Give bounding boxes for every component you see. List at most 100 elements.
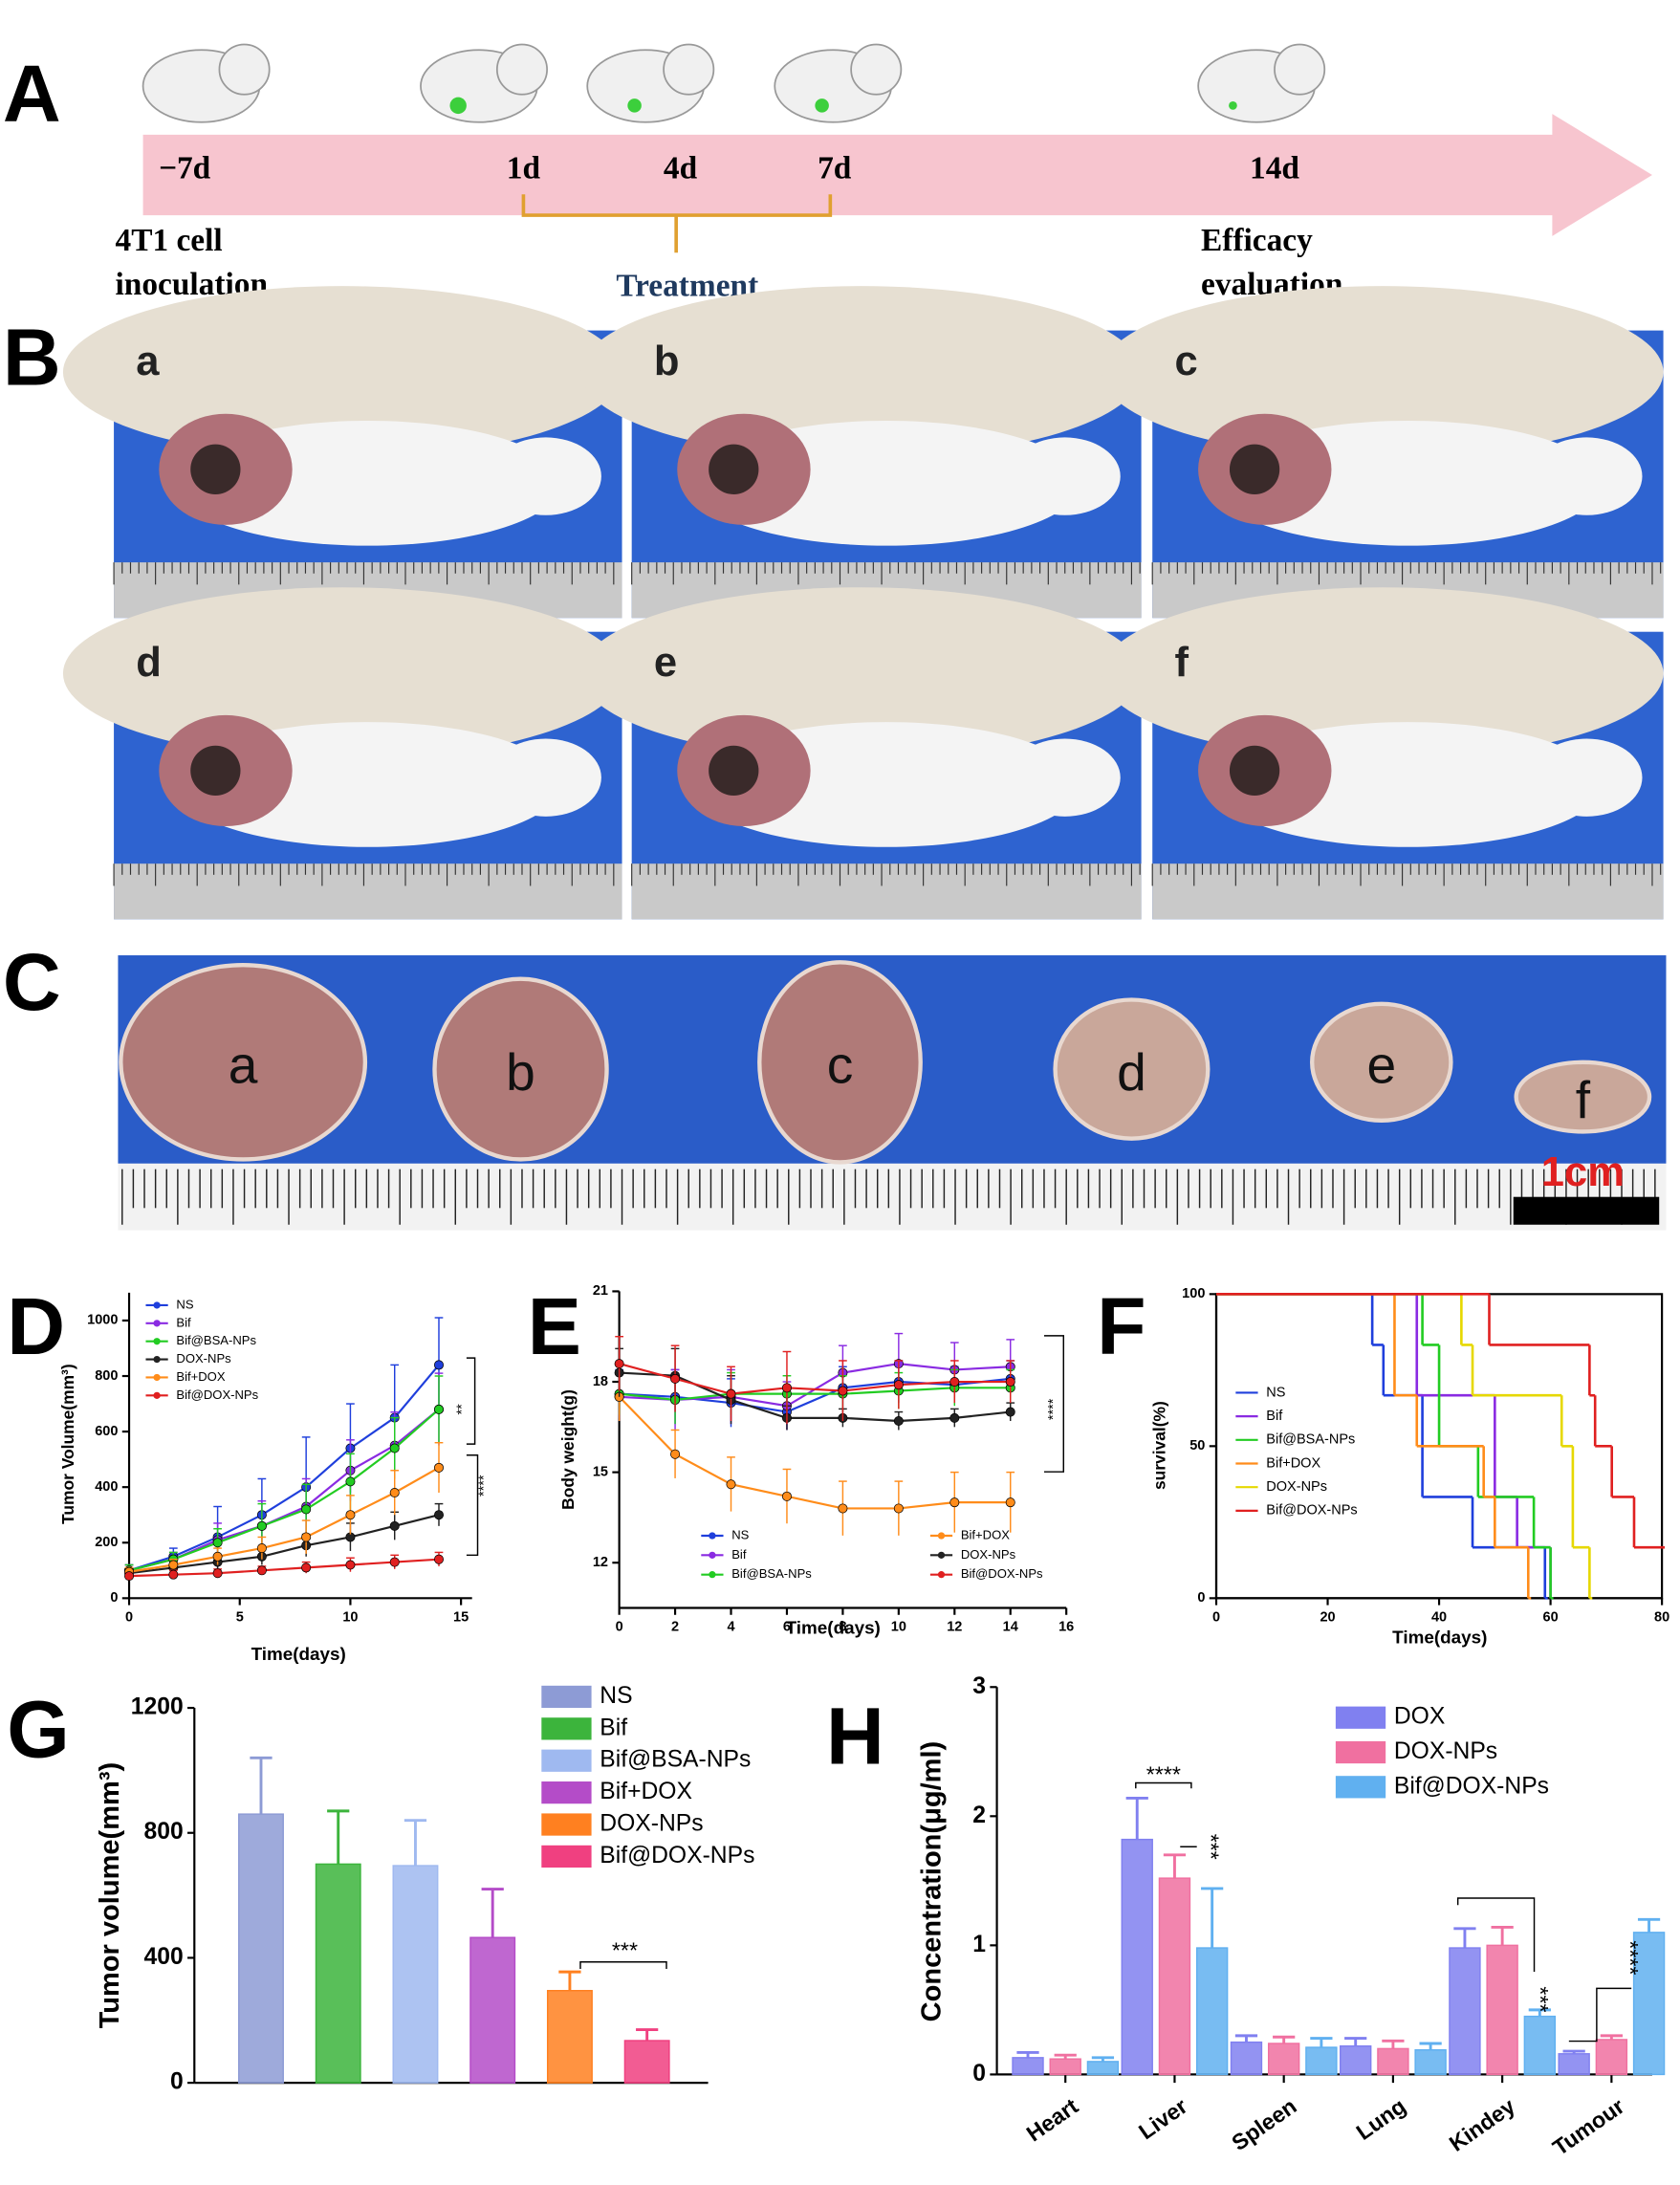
legend-label: NS <box>731 1527 749 1541</box>
glove <box>1101 286 1664 459</box>
legend-swatch <box>541 1813 592 1836</box>
y-tick-label: 18 <box>593 1374 608 1389</box>
panel-label: A <box>3 49 61 139</box>
legend-label: DOX-NPs <box>1394 1738 1497 1764</box>
y-axis-title: Body weight(g) <box>558 1389 578 1510</box>
tumor <box>432 976 609 1162</box>
legend-label: Bif+DOX <box>961 1527 1010 1541</box>
bar <box>1230 2041 1263 2076</box>
panel-label: F <box>1097 1281 1145 1371</box>
marker <box>345 1476 356 1487</box>
bar <box>1523 2015 1557 2076</box>
tumor-label: b <box>506 1042 535 1102</box>
marker <box>389 1443 400 1453</box>
legend-swatch <box>541 1749 592 1772</box>
tumor-core <box>190 444 241 494</box>
legend-marker <box>937 1532 946 1540</box>
legend-label: Bif <box>176 1315 191 1329</box>
tumor-label: e <box>1366 1036 1396 1095</box>
legend-label: Bif@DOX-NPs <box>961 1566 1043 1581</box>
legend-label: Bif+DOX <box>176 1369 225 1384</box>
bar <box>1340 2044 1372 2076</box>
x-tick-label: 12 <box>947 1620 962 1635</box>
x-axis-title: Time(days) <box>786 1617 881 1637</box>
y-axis-title: Tumor volume(mm³) <box>95 1762 125 2029</box>
x-tick-label: 2 <box>671 1620 679 1635</box>
marker <box>433 1462 445 1473</box>
marker <box>433 1510 445 1520</box>
x-tick-label: 16 <box>1058 1620 1074 1635</box>
marker <box>893 1416 904 1427</box>
bar <box>1158 1877 1191 2076</box>
x-tick-label: 0 <box>1212 1609 1220 1625</box>
marker <box>212 1538 223 1548</box>
legend-swatch <box>541 1717 592 1740</box>
bar <box>1414 2049 1447 2076</box>
y-axis-title: survival(%) <box>1150 1401 1169 1490</box>
photo-label: b <box>654 339 680 384</box>
glove <box>62 587 622 760</box>
marker <box>433 1554 445 1564</box>
significance: *** <box>1528 1986 1553 2012</box>
mouse-head <box>1531 738 1643 817</box>
marker <box>781 1383 792 1393</box>
y-tick-label: 800 <box>144 1819 184 1845</box>
legend-marker <box>153 1338 161 1345</box>
series-line <box>619 1363 1011 1395</box>
bar <box>1086 2061 1120 2076</box>
series-line <box>619 1371 1011 1423</box>
marker <box>345 1560 356 1570</box>
bar <box>1012 2057 1044 2076</box>
tumor <box>1514 1060 1652 1134</box>
photo-label: f <box>1174 640 1189 686</box>
marker <box>949 1412 960 1423</box>
marker <box>1005 1497 1015 1508</box>
legend-marker <box>153 1373 161 1382</box>
bar <box>1121 1838 1153 2076</box>
start-label: 4T1 cell <box>116 223 223 258</box>
x-tick-label: 4 <box>727 1620 734 1635</box>
bar <box>1595 2039 1628 2076</box>
y-axis-title: Tumor Volume(mm³) <box>58 1364 77 1524</box>
mouse-head <box>490 437 601 515</box>
glove <box>62 286 622 459</box>
series-line <box>128 1409 440 1572</box>
marker <box>212 1551 223 1562</box>
panel-label: D <box>7 1281 65 1371</box>
legend-label: DOX <box>1394 1704 1445 1730</box>
mouse-head <box>490 738 601 817</box>
legend-swatch <box>541 1845 592 1868</box>
legend-label: Bif@BSA-NPs <box>731 1566 812 1581</box>
legend-swatch <box>1335 1740 1386 1764</box>
y-tick-label: 0 <box>1197 1590 1205 1606</box>
y-tick-label: 15 <box>593 1464 608 1479</box>
marker <box>301 1532 312 1542</box>
bar <box>1558 2053 1590 2076</box>
scale-bar <box>1513 1196 1660 1225</box>
legend-label: Bif+DOX <box>1266 1455 1320 1471</box>
y-tick-label: 200 <box>95 1535 118 1550</box>
significance-bracket <box>1135 1781 1192 1789</box>
series-line <box>128 1466 440 1573</box>
marker <box>345 1510 356 1520</box>
series-line <box>128 1514 440 1575</box>
marker <box>1005 1377 1015 1387</box>
marker <box>1005 1407 1015 1417</box>
tumor-label: a <box>229 1036 258 1095</box>
bar <box>1486 1944 1518 2076</box>
legend-swatch <box>541 1781 592 1804</box>
y-tick-label: 12 <box>593 1555 608 1570</box>
timeline-arrow <box>142 114 1652 236</box>
mouse-head <box>1009 437 1121 515</box>
marker <box>949 1497 960 1508</box>
marker <box>124 1571 135 1582</box>
significance-bracket <box>1043 1335 1065 1473</box>
legend-label: Bif@BSA-NPs <box>600 1747 751 1773</box>
bar <box>238 1813 284 2084</box>
marker <box>670 1449 681 1459</box>
panel-label: C <box>3 937 61 1027</box>
series-line <box>128 1364 440 1572</box>
legend-marker <box>937 1551 946 1559</box>
marker <box>781 1491 792 1501</box>
